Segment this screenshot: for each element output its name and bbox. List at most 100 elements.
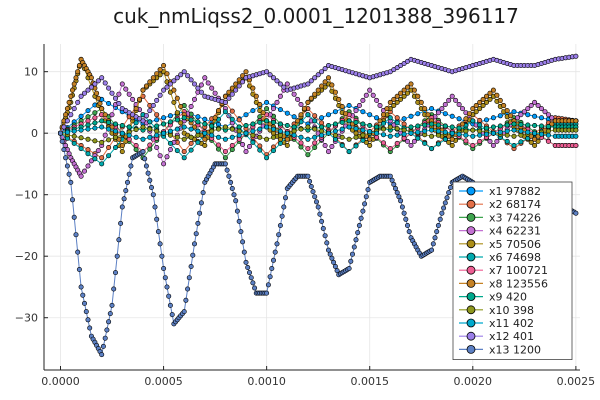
data-point bbox=[380, 140, 386, 146]
y-tick-label: −10 bbox=[15, 189, 38, 202]
data-point bbox=[71, 133, 77, 139]
data-point bbox=[95, 148, 101, 154]
data-point bbox=[200, 190, 206, 196]
data-point bbox=[171, 99, 177, 105]
data-point bbox=[133, 127, 139, 133]
data-point bbox=[305, 124, 311, 130]
data-point bbox=[284, 130, 290, 136]
data-point bbox=[322, 233, 328, 239]
series-11 bbox=[57, 124, 579, 142]
data-point bbox=[192, 241, 198, 247]
data-point bbox=[238, 229, 244, 235]
series-markers bbox=[57, 124, 579, 142]
data-point bbox=[532, 143, 538, 149]
data-point bbox=[92, 120, 98, 126]
data-point bbox=[126, 124, 132, 130]
chart-title: cuk_nmLiqss2_0.0001_1201388_396117 bbox=[113, 4, 519, 28]
data-point bbox=[78, 113, 84, 119]
data-point bbox=[126, 132, 132, 138]
data-point bbox=[490, 87, 496, 93]
data-point bbox=[504, 138, 510, 144]
data-point bbox=[422, 140, 428, 146]
data-point bbox=[113, 134, 119, 140]
data-point bbox=[222, 109, 228, 115]
data-point bbox=[154, 145, 160, 151]
data-point bbox=[353, 237, 359, 243]
data-point bbox=[128, 163, 134, 169]
data-point bbox=[154, 117, 160, 123]
data-point bbox=[243, 130, 249, 136]
data-point bbox=[257, 147, 263, 153]
data-point bbox=[501, 103, 507, 109]
data-point bbox=[532, 123, 538, 129]
data-point bbox=[343, 111, 349, 117]
data-point bbox=[264, 155, 270, 161]
data-point bbox=[284, 110, 290, 116]
data-point bbox=[422, 106, 428, 112]
data-point bbox=[264, 106, 270, 112]
data-point bbox=[71, 128, 77, 134]
x-tick-label: 0.0010 bbox=[247, 375, 286, 388]
data-point bbox=[70, 197, 76, 203]
data-point bbox=[470, 127, 476, 133]
data-point bbox=[319, 115, 325, 121]
data-point bbox=[100, 343, 106, 349]
data-point bbox=[494, 92, 500, 98]
data-point bbox=[236, 136, 242, 142]
data-point bbox=[167, 147, 173, 153]
data-point bbox=[483, 125, 489, 131]
series-12 bbox=[57, 53, 579, 136]
data-point bbox=[116, 237, 122, 243]
data-point bbox=[240, 79, 246, 85]
data-point bbox=[119, 149, 125, 155]
data-point bbox=[511, 109, 517, 115]
data-point bbox=[119, 130, 125, 136]
data-point bbox=[391, 96, 397, 102]
data-point bbox=[329, 144, 335, 150]
legend-entry: x13 1200 bbox=[459, 343, 541, 356]
data-point bbox=[133, 134, 139, 140]
data-point bbox=[291, 91, 297, 97]
data-point bbox=[183, 297, 189, 303]
legend-entry: x7 100721 bbox=[459, 264, 548, 277]
data-point bbox=[107, 311, 113, 317]
legend-label: x12 401 bbox=[489, 330, 534, 343]
data-point bbox=[76, 62, 82, 68]
data-point bbox=[85, 147, 91, 153]
data-point bbox=[252, 285, 258, 291]
legend-label: x2 68174 bbox=[489, 198, 541, 211]
data-point bbox=[487, 90, 493, 96]
data-point bbox=[147, 146, 153, 152]
data-point bbox=[161, 161, 167, 167]
data-point bbox=[447, 185, 453, 191]
data-point bbox=[106, 137, 112, 143]
data-point bbox=[418, 99, 424, 105]
data-point bbox=[76, 266, 82, 272]
data-point bbox=[538, 106, 544, 112]
data-point bbox=[92, 156, 98, 162]
data-point bbox=[142, 156, 148, 162]
data-point bbox=[360, 109, 366, 115]
data-point bbox=[85, 108, 91, 114]
data-point bbox=[528, 103, 534, 109]
data-point bbox=[66, 99, 72, 105]
data-point bbox=[106, 101, 112, 107]
data-point bbox=[532, 130, 538, 136]
data-point bbox=[573, 133, 579, 139]
data-point bbox=[367, 143, 373, 149]
data-point bbox=[147, 108, 153, 114]
data-point bbox=[119, 123, 125, 129]
data-point bbox=[497, 129, 503, 135]
data-point bbox=[147, 79, 153, 85]
data-point bbox=[504, 122, 510, 128]
data-point bbox=[511, 143, 517, 149]
data-point bbox=[312, 145, 318, 151]
data-point bbox=[57, 130, 63, 136]
data-point bbox=[325, 112, 331, 118]
data-point bbox=[312, 194, 318, 200]
data-point bbox=[150, 103, 156, 109]
data-point bbox=[282, 195, 288, 201]
data-point bbox=[270, 75, 276, 81]
data-point bbox=[449, 113, 455, 119]
